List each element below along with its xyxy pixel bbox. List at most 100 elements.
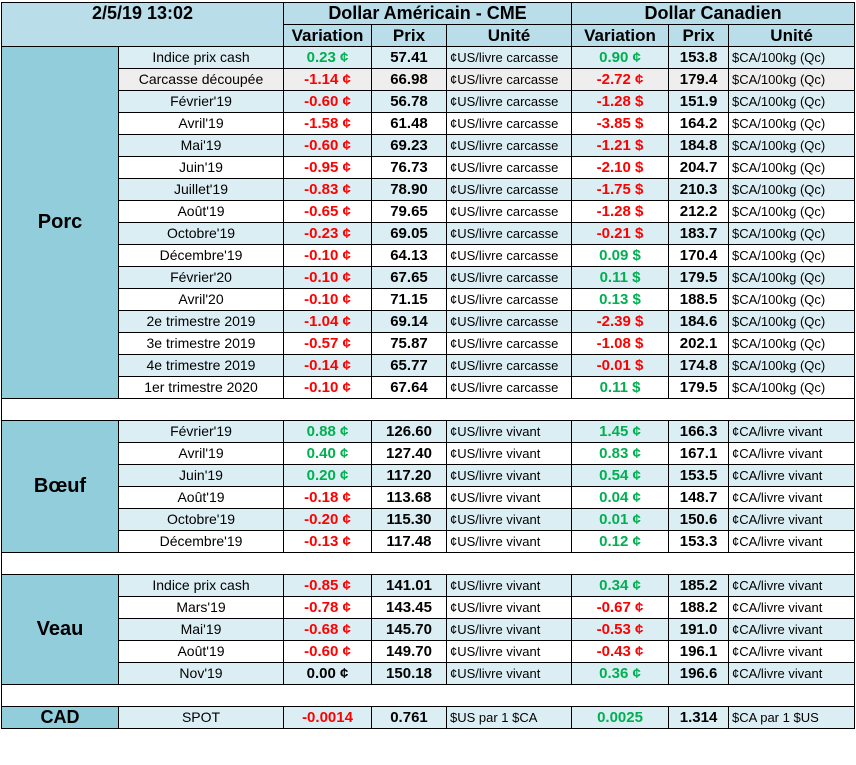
row-label: 2e trimestre 2019 (118, 310, 284, 333)
usd-unit: ¢US/livre carcasse (445, 178, 573, 201)
row-label: Juin'19 (118, 464, 284, 487)
usd-price: 67.65 (371, 266, 447, 289)
cad-variation: -1.28 $ (571, 200, 670, 223)
row-label: Février'19 (118, 420, 284, 443)
usd-variation: -1.14 ¢ (283, 68, 372, 91)
table-row: Juillet'19 -0.83 ¢ 78.90 ¢US/livre carcasse… (2, 178, 856, 201)
usd-variation: -0.23 ¢ (283, 222, 372, 245)
cad-unit: $CA/100kg (Qc) (728, 156, 856, 179)
row-label: Avril'19 (118, 442, 284, 465)
row-label: Août'19 (118, 200, 284, 223)
cad-group-header: Dollar Canadien (571, 2, 856, 25)
cad-unit: $CA/100kg (Qc) (728, 200, 856, 223)
cad-variation: 1.45 ¢ (571, 420, 670, 443)
cad-variation: 0.36 ¢ (571, 662, 670, 685)
table-row: Août'19 -0.60 ¢ 149.70 ¢US/livre vivant -0.4… (2, 640, 856, 663)
cad-unit: $CA/100kg (Qc) (728, 266, 856, 289)
usd-unit: ¢US/livre carcasse (445, 68, 573, 91)
cad-price: 179.5 (668, 376, 730, 399)
subheader-row: Variation Prix Unité Variation Prix Unit… (2, 24, 856, 47)
usd-unit: ¢US/livre vivant (445, 574, 573, 597)
usd-variation: -0.10 ¢ (283, 288, 372, 311)
cad-price: 153.3 (668, 530, 730, 553)
table-row: Octobre'19 -0.20 ¢ 115.30 ¢US/livre vivant 0… (2, 508, 856, 531)
cad-variation: -0.21 $ (571, 222, 670, 245)
section-spacer (0, 552, 856, 575)
usd-unite-header: Unité (445, 24, 573, 47)
usd-variation: -0.83 ¢ (283, 178, 372, 201)
usd-variation: -0.65 ¢ (283, 200, 372, 223)
cad-variation: -2.72 ¢ (571, 68, 670, 91)
cad-unit: ¢CA/livre vivant (728, 486, 856, 509)
cad-variation: 0.12 ¢ (571, 530, 670, 553)
usd-price: 78.90 (371, 178, 447, 201)
usd-price: 0.761 (371, 706, 447, 729)
table-row: Juin'19 0.20 ¢ 117.20 ¢US/livre vivant 0.54 … (2, 464, 856, 487)
section-spacer (0, 684, 856, 707)
table-row: Octobre'19 -0.23 ¢ 69.05 ¢US/livre carcasse… (2, 222, 856, 245)
cad-variation: 0.09 $ (571, 244, 670, 267)
usd-variation: -0.85 ¢ (283, 574, 372, 597)
usd-unit: ¢US/livre vivant (445, 420, 573, 443)
cad-price: 150.6 (668, 508, 730, 531)
cad-price: 188.5 (668, 288, 730, 311)
category-cell: CAD (1, 706, 119, 729)
usd-price: 56.78 (371, 90, 447, 113)
usd-variation: 0.40 ¢ (283, 442, 372, 465)
usd-variation-header: Variation (283, 24, 372, 47)
cad-unit: $CA/100kg (Qc) (728, 68, 856, 91)
cad-price: 196.6 (668, 662, 730, 685)
usd-variation: -0.95 ¢ (283, 156, 372, 179)
table-row: Mars'19 -0.78 ¢ 143.45 ¢US/livre vivant -0.6… (2, 596, 856, 619)
table-row: Mai'19 -0.60 ¢ 69.23 ¢US/livre carcasse -1.2… (2, 134, 856, 157)
usd-price: 69.23 (371, 134, 447, 157)
cad-unit: ¢CA/livre vivant (728, 662, 856, 685)
usd-group-header: Dollar Américain - CME (282, 2, 573, 25)
cad-variation: 0.54 ¢ (571, 464, 670, 487)
cad-price: 166.3 (668, 420, 730, 443)
usd-unit: ¢US/livre carcasse (445, 112, 573, 135)
cad-price: 196.1 (668, 640, 730, 663)
usd-variation: -0.78 ¢ (283, 596, 372, 619)
table-row: Février'19 -0.60 ¢ 56.78 ¢US/livre carcasse… (2, 90, 856, 113)
spacer-cell (0, 684, 856, 707)
table-row: Avril'19 0.40 ¢ 127.40 ¢US/livre vivant 0.83… (2, 442, 856, 465)
cad-unite-header: Unité (728, 24, 856, 47)
usd-variation: -0.68 ¢ (283, 618, 372, 641)
usd-variation: -1.58 ¢ (283, 112, 372, 135)
cad-variation: 0.13 $ (571, 288, 670, 311)
usd-unit: ¢US/livre carcasse (445, 332, 573, 355)
cad-price: 167.1 (668, 442, 730, 465)
usd-price: 66.98 (371, 68, 447, 91)
usd-variation: 0.00 ¢ (283, 662, 372, 685)
usd-unit: ¢US/livre vivant (445, 464, 573, 487)
usd-price: 141.01 (371, 574, 447, 597)
row-label: Carcasse découpée (118, 68, 284, 91)
usd-unit: ¢US/livre carcasse (445, 288, 573, 311)
table-row: Août'19 -0.18 ¢ 113.68 ¢US/livre vivant 0.04… (2, 486, 856, 509)
table-row: Décembre'19 -0.10 ¢ 64.13 ¢US/livre carcass… (2, 244, 856, 267)
cad-price: 188.2 (668, 596, 730, 619)
row-label: Février'20 (118, 266, 284, 289)
cad-unit: $CA/100kg (Qc) (728, 178, 856, 201)
usd-price: 145.70 (371, 618, 447, 641)
usd-price: 113.68 (371, 486, 447, 509)
cad-variation: 0.11 $ (571, 376, 670, 399)
cad-unit: $CA/100kg (Qc) (728, 112, 856, 135)
row-label: Août'19 (118, 640, 284, 663)
usd-price: 67.64 (371, 376, 447, 399)
usd-unit: ¢US/livre carcasse (445, 90, 573, 113)
cad-unit: $CA par 1 $US (728, 706, 856, 729)
cad-unit: ¢CA/livre vivant (728, 574, 856, 597)
usd-unit: ¢US/livre vivant (445, 508, 573, 531)
cad-variation: -0.67 ¢ (571, 596, 670, 619)
cad-price: 185.2 (668, 574, 730, 597)
usd-variation: -0.10 ¢ (283, 244, 372, 267)
cad-price: 202.1 (668, 332, 730, 355)
usd-price: 57.41 (371, 46, 447, 69)
cad-unit: $CA/100kg (Qc) (728, 134, 856, 157)
row-label: Octobre'19 (118, 222, 284, 245)
cad-price: 174.8 (668, 354, 730, 377)
cad-unit: ¢CA/livre vivant (728, 420, 856, 443)
